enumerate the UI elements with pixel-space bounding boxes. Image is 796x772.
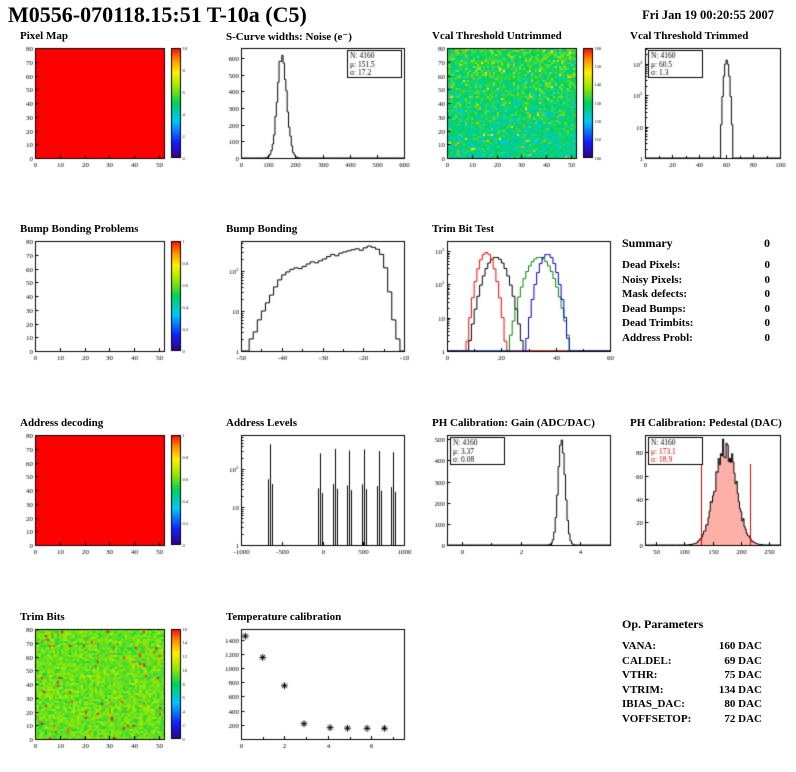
plot-title-trim-bit-test: Trim Bit Test: [432, 223, 495, 235]
page-title: M0556-070118.15:51 T-10a (C5): [8, 2, 307, 27]
summary-title: Summary: [622, 236, 673, 250]
trim-bits-canvas: [8, 624, 208, 754]
plot-trim-bits: Trim Bits: [8, 611, 208, 754]
op-parameters-title: Op. Parameters: [622, 617, 704, 631]
summary-row-value: 0: [764, 331, 771, 344]
op-parameter-label: CALDEL:: [622, 654, 672, 667]
summary-row: Dead Bumps: 0: [622, 302, 770, 317]
op-parameter-row: VTHR: 75 DAC: [622, 668, 762, 683]
plot-title-pixel-map: Pixel Map: [20, 30, 68, 42]
vcal-untrimmed-canvas: [420, 43, 620, 173]
plot-ph-pedestal: PH Calibration: Pedestal (DAC): [618, 417, 790, 560]
address-levels-canvas: [214, 430, 414, 560]
op-parameter-value: 69 DAC: [724, 654, 762, 667]
summary-row-value: 0: [764, 288, 771, 300]
summary-row: Dead Pixels: 0: [622, 258, 770, 273]
op-parameter-label: VTRIM:: [622, 683, 664, 696]
plot-scurve-noise: S-Curve widths: Noise (e⁻): [214, 30, 414, 173]
op-parameter-row: CALDEL: 69 DAC: [622, 654, 762, 669]
summary-row-label: Address Probl:: [622, 331, 693, 344]
plot-address-levels: Address Levels: [214, 417, 414, 560]
timestamp: Fri Jan 19 00:20:55 2007: [642, 8, 774, 22]
bump-bonding-problems-canvas: [8, 236, 208, 366]
summary-row-value: 0: [764, 259, 771, 271]
ph-gain-canvas: [420, 430, 620, 560]
plot-title-bump-bonding: Bump Bonding: [226, 223, 298, 235]
plot-title-ph-pedestal: PH Calibration: Pedestal (DAC): [630, 417, 782, 429]
op-parameter-label: VANA:: [622, 640, 657, 652]
plot-bump-bonding: Bump Bonding: [214, 223, 414, 366]
op-parameter-label: VTHR:: [622, 669, 658, 681]
op-parameter-value: 134 DAC: [718, 683, 762, 696]
plot-title-address-decoding: Address decoding: [20, 417, 104, 429]
summary-row-label: Mask defects:: [622, 288, 688, 300]
plot-vcal-untrimmed: Vcal Threshold Untrimmed: [420, 30, 620, 173]
plot-title-trim-bits: Trim Bits: [20, 611, 65, 623]
summary-row-value: 0: [764, 273, 771, 286]
plot-address-decoding: Address decoding: [8, 417, 208, 560]
summary-row: Dead Trimbits: 0: [622, 316, 770, 331]
plot-temperature-calibration: Temperature calibration: [214, 611, 414, 754]
summary-row-label: Dead Pixels:: [622, 259, 681, 271]
summary-row-value: 0: [764, 317, 771, 329]
op-parameter-value: 160 DAC: [718, 640, 762, 652]
op-parameter-row: VTRIM: 134 DAC: [622, 683, 762, 698]
op-parameter-label: VOFFSETOP:: [622, 712, 692, 725]
op-parameter-row: IBIAS_DAC: 80 DAC: [622, 697, 762, 712]
ph-pedestal-canvas: [618, 430, 790, 560]
summary-row-value: 0: [764, 302, 771, 315]
summary-row-label: Dead Trimbits:: [622, 317, 694, 329]
summary-row-label: Noisy Pixels:: [622, 273, 683, 286]
plot-vcal-trimmed: Vcal Threshold Trimmed: [618, 30, 790, 173]
trim-bit-test-canvas: [420, 236, 620, 366]
op-parameter-row: VANA: 160 DAC: [622, 639, 762, 654]
summary-panel: Summary 0 Dead Pixels: 0 Noisy Pixels: 0…: [622, 236, 770, 345]
plot-title-bump-bonding-problems: Bump Bonding Problems: [20, 223, 139, 235]
op-parameter-value: 80 DAC: [724, 698, 762, 710]
plot-title-address-levels: Address Levels: [226, 417, 297, 429]
op-parameter-value: 72 DAC: [724, 712, 762, 725]
summary-total: 0: [764, 236, 770, 250]
plot-title-ph-gain: PH Calibration: Gain (ADC/DAC): [432, 417, 595, 429]
plot-title-vcal-untrimmed: Vcal Threshold Untrimmed: [432, 30, 562, 42]
summary-row-label: Dead Bumps:: [622, 302, 686, 315]
op-parameter-row: VOFFSETOP: 72 DAC: [622, 712, 762, 727]
pixel-map-canvas: [8, 43, 208, 173]
plot-bump-bonding-problems: Bump Bonding Problems: [8, 223, 208, 366]
op-parameters-panel: Op. Parameters VANA: 160 DAC CALDEL: 69 …: [622, 617, 762, 726]
plot-title-temperature-calibration: Temperature calibration: [226, 611, 342, 623]
bump-bonding-canvas: [214, 236, 414, 366]
op-parameter-label: IBIAS_DAC:: [622, 698, 685, 710]
plot-ph-gain: PH Calibration: Gain (ADC/DAC): [420, 417, 620, 560]
vcal-trimmed-canvas: [618, 43, 790, 173]
summary-row: Noisy Pixels: 0: [622, 273, 770, 288]
address-decoding-canvas: [8, 430, 208, 560]
plot-title-vcal-trimmed: Vcal Threshold Trimmed: [630, 30, 749, 42]
summary-header: Summary 0: [622, 236, 770, 251]
plot-pixel-map: Pixel Map: [8, 30, 208, 173]
op-parameters-header: Op. Parameters: [622, 617, 762, 632]
summary-row: Address Probl: 0: [622, 331, 770, 346]
temperature-calibration-canvas: [214, 624, 414, 754]
scurve-noise-canvas: [214, 43, 414, 173]
op-parameter-value: 75 DAC: [724, 669, 762, 681]
plot-trim-bit-test: Trim Bit Test: [420, 223, 620, 366]
plot-title-scurve-noise: S-Curve widths: Noise (e⁻): [226, 31, 352, 43]
summary-row: Mask defects: 0: [622, 287, 770, 302]
